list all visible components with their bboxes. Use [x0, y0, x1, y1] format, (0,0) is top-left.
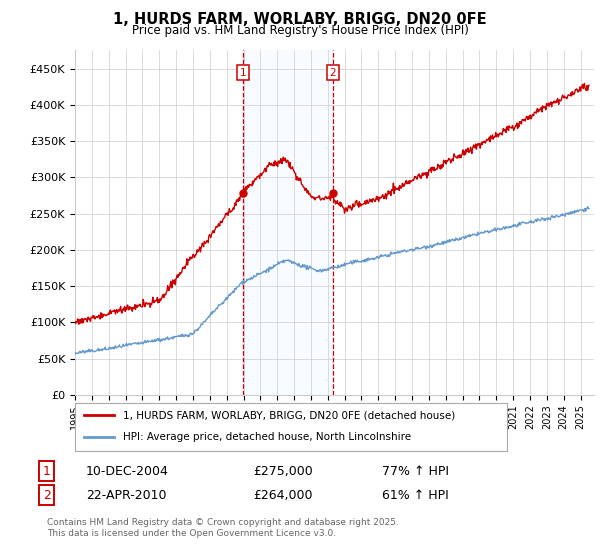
- Text: 2: 2: [329, 68, 336, 78]
- Text: 77% ↑ HPI: 77% ↑ HPI: [382, 464, 449, 478]
- Text: HPI: Average price, detached house, North Lincolnshire: HPI: Average price, detached house, Nort…: [122, 432, 410, 442]
- Text: 1: 1: [43, 464, 50, 478]
- Text: 22-APR-2010: 22-APR-2010: [86, 489, 166, 502]
- Text: £275,000: £275,000: [253, 464, 313, 478]
- Text: £264,000: £264,000: [253, 489, 313, 502]
- Text: 2: 2: [43, 489, 50, 502]
- Text: 1: 1: [239, 68, 246, 78]
- Text: Contains HM Land Registry data © Crown copyright and database right 2025.
This d: Contains HM Land Registry data © Crown c…: [47, 518, 398, 538]
- Text: 10-DEC-2004: 10-DEC-2004: [86, 464, 169, 478]
- Text: Price paid vs. HM Land Registry's House Price Index (HPI): Price paid vs. HM Land Registry's House …: [131, 24, 469, 36]
- Text: 1, HURDS FARM, WORLABY, BRIGG, DN20 0FE (detached house): 1, HURDS FARM, WORLABY, BRIGG, DN20 0FE …: [122, 410, 455, 420]
- Text: 61% ↑ HPI: 61% ↑ HPI: [382, 489, 448, 502]
- Text: 1, HURDS FARM, WORLABY, BRIGG, DN20 0FE: 1, HURDS FARM, WORLABY, BRIGG, DN20 0FE: [113, 12, 487, 27]
- Bar: [242, 50, 333, 395]
